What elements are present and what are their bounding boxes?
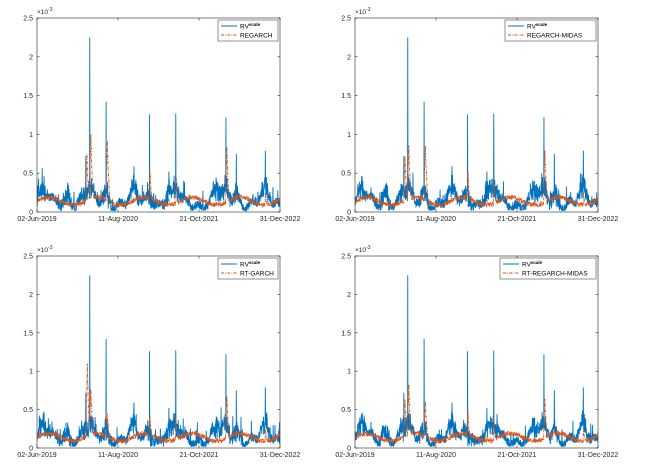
legend-label-rv: RVscale — [527, 22, 548, 31]
y-exponent-power: -3 — [366, 7, 371, 13]
x-tick-label: 31-Dec-2022 — [578, 216, 619, 223]
series-line-rv — [355, 275, 598, 448]
legend: RVscale RT-REGARCH-MIDAS — [499, 257, 597, 280]
y-exponent-label: ×10-3 — [37, 7, 53, 16]
series-line-rv — [37, 275, 280, 448]
y-exponent-power: -3 — [48, 245, 53, 251]
legend-label-model: REGARCH — [240, 33, 273, 40]
y-tick-label: 2 — [347, 292, 351, 299]
y-tick-label: 0 — [29, 210, 33, 217]
y-exponent-power: -3 — [366, 245, 371, 251]
x-tick-label: 02-Jun-2019 — [17, 216, 56, 223]
y-tick-label: 1.5 — [341, 330, 351, 337]
legend-label-rv-superscript: scale — [249, 260, 261, 265]
x-tick-label: 02-Jun-2019 — [17, 452, 56, 459]
axes-box — [354, 255, 599, 449]
x-tick-label: 21-Oct-2021 — [180, 452, 219, 459]
y-tick-label: 2 — [29, 292, 33, 299]
legend-box — [499, 257, 597, 280]
legend-label-rv: RVscale — [240, 22, 261, 31]
series-line-model — [355, 384, 598, 445]
x-tick-label: 21-Oct-2021 — [498, 452, 537, 459]
legend-label-rv: RVscale — [240, 260, 261, 269]
y-exponent-label: ×10-3 — [37, 245, 53, 254]
x-tick-label: 21-Oct-2021 — [180, 216, 219, 223]
x-tick-label: 11-Aug-2020 — [98, 216, 138, 223]
legend-label-rv-superscript: scale — [531, 260, 543, 265]
chart-panel-2: 0 0.5 1 1.5 2 2.5 ×10-3 02-Jun-2019 11-Aug-2020 2… — [335, 7, 618, 223]
x-tick-label: 21-Oct-2021 — [498, 216, 537, 223]
x-tick-label: 02-Jun-2019 — [335, 452, 374, 459]
y-tick-label: 2 — [347, 54, 351, 61]
x-tick-label: 31-Dec-2022 — [260, 452, 301, 459]
y-tick-label: 2.5 — [23, 254, 33, 261]
chart-panel-1: 0 0.5 1 1.5 2 2.5 ×10-3 02-Jun-2019 11-Aug-2020 2… — [17, 7, 300, 223]
x-tick-label: 11-Aug-2020 — [98, 452, 138, 459]
y-tick-label: 2 — [29, 54, 33, 61]
legend-box — [504, 19, 597, 42]
series-line-model — [355, 145, 598, 209]
series-line-rv — [37, 37, 280, 212]
y-tick-label: 0 — [347, 446, 351, 453]
y-tick-label: 2.5 — [23, 16, 33, 23]
series-line-rv — [355, 37, 598, 212]
y-tick-label: 1.5 — [23, 93, 33, 100]
series-line-model — [37, 363, 280, 445]
chart-panel-4: 0 0.5 1 1.5 2 2.5 ×10-3 02-Jun-2019 11-Aug-2020 2… — [335, 245, 618, 459]
legend-label-model: RT-GARCH — [240, 271, 274, 278]
x-tick-label: 11-Aug-2020 — [416, 216, 456, 223]
axes-box — [36, 255, 281, 449]
y-exponent-label: ×10-3 — [355, 245, 371, 254]
y-exponent-label: ×10-3 — [355, 7, 371, 16]
legend: RVscale RT-GARCH — [217, 257, 279, 280]
y-tick-label: 0.5 — [23, 171, 33, 178]
y-tick-label: 1 — [347, 369, 351, 376]
y-tick-label: 0.5 — [23, 407, 33, 414]
x-tick-label: 31-Dec-2022 — [260, 216, 301, 223]
legend-label-rv-superscript: scale — [249, 22, 261, 27]
legend-box — [217, 257, 279, 280]
x-tick-label: 02-Jun-2019 — [335, 216, 374, 223]
legend-box — [217, 19, 279, 42]
y-tick-label: 0.5 — [341, 171, 351, 178]
legend-label-rv: RVscale — [522, 260, 543, 269]
y-tick-label: 1 — [29, 369, 33, 376]
chart-panel-3: 0 0.5 1 1.5 2 2.5 ×10-3 02-Jun-2019 11-Aug-2020 2… — [17, 245, 300, 459]
y-tick-label: 2.5 — [341, 254, 351, 261]
axes-box — [354, 17, 599, 213]
legend-label-rv-superscript: scale — [536, 22, 548, 27]
y-tick-label: 0.5 — [341, 407, 351, 414]
y-tick-label: 2.5 — [341, 16, 351, 23]
y-tick-label: 1 — [347, 132, 351, 139]
y-tick-label: 0 — [29, 446, 33, 453]
legend: RVscale REGARCH — [217, 19, 279, 42]
y-tick-label: 1 — [29, 132, 33, 139]
axes-box — [36, 17, 281, 213]
y-tick-label: 1.5 — [23, 330, 33, 337]
x-tick-label: 11-Aug-2020 — [416, 452, 456, 459]
legend: RVscale REGARCH-MIDAS — [504, 19, 597, 42]
series-line-model — [37, 134, 280, 209]
legend-label-model: RT-REGARCH-MIDAS — [522, 271, 588, 278]
y-tick-label: 0 — [347, 210, 351, 217]
y-tick-label: 1.5 — [341, 93, 351, 100]
x-tick-label: 31-Dec-2022 — [578, 452, 619, 459]
legend-label-model: REGARCH-MIDAS — [527, 33, 583, 40]
y-exponent-power: -3 — [48, 7, 53, 13]
